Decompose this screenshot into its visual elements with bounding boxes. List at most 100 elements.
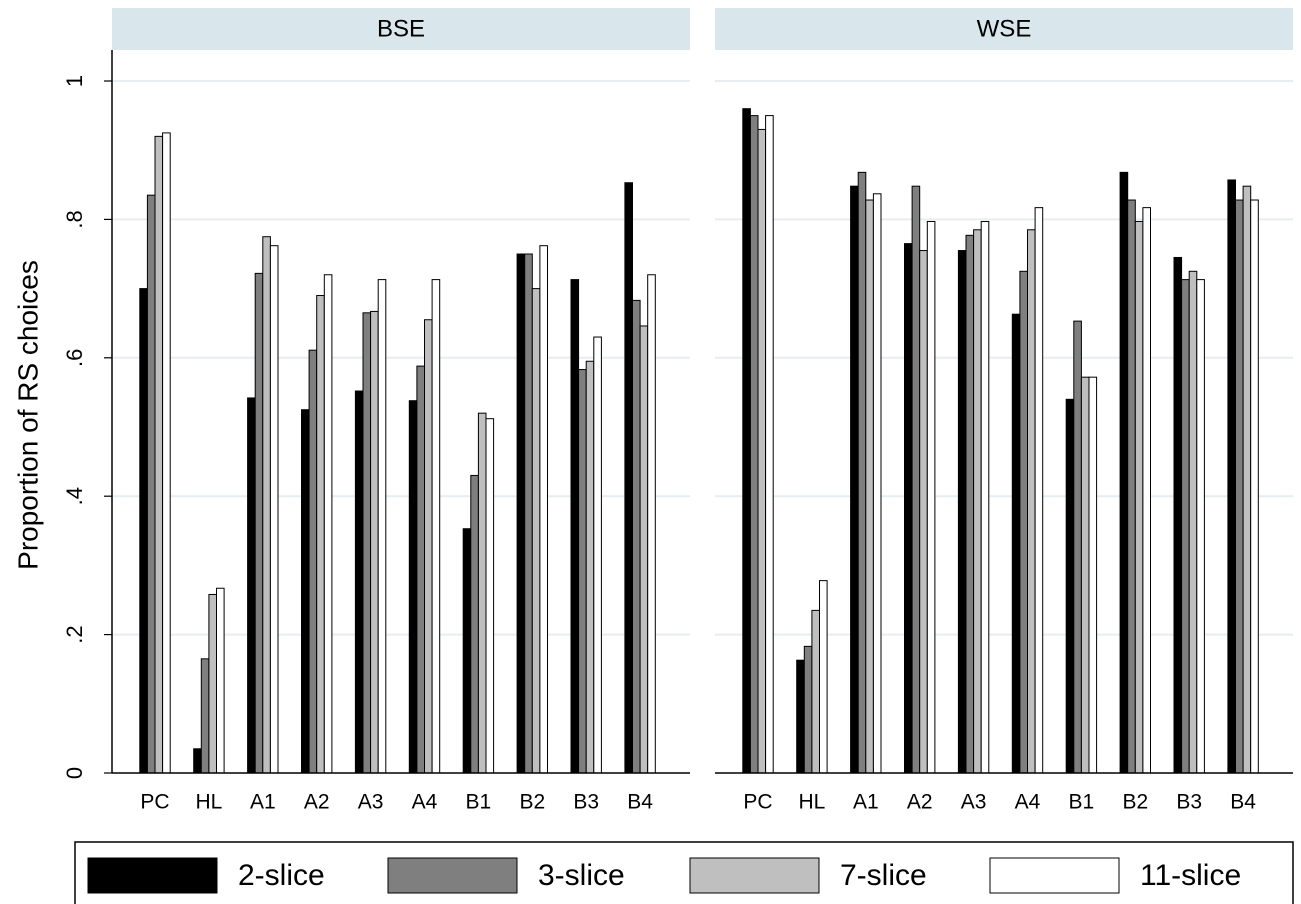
x-tick-label: HL: [798, 791, 825, 814]
x-tick-label: B2: [1122, 791, 1148, 814]
bar: [154, 135, 164, 774]
bar: [1034, 207, 1044, 774]
legend-label: 7-slice: [840, 859, 927, 892]
x-tick-label: A3: [358, 791, 384, 814]
bar: [857, 171, 867, 774]
bar: [516, 253, 526, 774]
x-tick-label: A4: [412, 791, 438, 814]
legend-swatch: [387, 857, 518, 894]
bar: [1080, 376, 1090, 774]
bar: [208, 593, 217, 774]
bar: [470, 474, 479, 774]
bar: [965, 234, 975, 774]
bar: [872, 193, 882, 774]
bar: [904, 243, 913, 774]
bar: [911, 185, 921, 774]
x-tick-label: B4: [1230, 791, 1256, 814]
bar: [811, 609, 821, 774]
bar: [742, 108, 751, 774]
bar: [1127, 199, 1136, 774]
bar: [1119, 171, 1129, 774]
panel-header: [715, 8, 1293, 50]
bar: [1134, 220, 1144, 774]
bar: [749, 115, 759, 774]
x-tick-label: A2: [304, 791, 330, 814]
bar: [1088, 376, 1098, 774]
bar: [262, 236, 271, 774]
bar: [850, 185, 859, 774]
bar: [1181, 279, 1190, 774]
bar: [578, 369, 587, 774]
y-axis-label: Proportion of RS choices: [12, 260, 43, 570]
bar: [1142, 207, 1152, 774]
bar: [416, 365, 425, 774]
bar: [765, 115, 774, 774]
bar: [1027, 229, 1036, 774]
bar: [431, 279, 441, 774]
bar: [1235, 199, 1244, 774]
y-tick-label: .2: [62, 625, 87, 643]
bar: [585, 360, 595, 774]
bar: [1019, 270, 1029, 774]
panel-title: BSE: [377, 15, 425, 42]
bar: [639, 325, 649, 774]
bar: [377, 279, 387, 774]
x-tick-label: A1: [853, 791, 879, 814]
x-tick-label: B1: [466, 791, 492, 814]
bar: [865, 199, 874, 774]
bar: [162, 132, 171, 774]
x-tick-label: B3: [1176, 791, 1202, 814]
y-tick-label: 0: [62, 767, 87, 779]
bar: [1011, 313, 1021, 774]
bar: [216, 587, 225, 774]
bar: [1250, 199, 1259, 774]
bar: [957, 250, 967, 774]
bar: [757, 128, 767, 774]
bar: [819, 580, 828, 774]
bar: [146, 194, 156, 774]
bar: [193, 748, 202, 774]
x-tick-label: HL: [195, 791, 222, 814]
bar: [1073, 320, 1082, 774]
x-tick-label: B1: [1069, 791, 1095, 814]
x-tick-label: A4: [1015, 791, 1041, 814]
bar: [354, 390, 364, 774]
y-tick-label: .6: [62, 349, 87, 367]
bar: [269, 245, 279, 774]
bar: [1188, 270, 1198, 774]
bar: [926, 220, 936, 774]
x-tick-label: B2: [519, 791, 545, 814]
bar: [308, 349, 318, 774]
bar: [803, 645, 813, 774]
bar: [254, 272, 264, 774]
bar: [980, 220, 990, 774]
bar: [301, 409, 310, 774]
panel-header: [112, 8, 690, 50]
bar: [1242, 185, 1252, 774]
legend-swatch: [87, 857, 218, 894]
x-tick-label: B4: [627, 791, 653, 814]
bar: [424, 319, 433, 774]
bar: [362, 312, 372, 774]
y-tick-label: .4: [62, 487, 87, 505]
y-tick-label: 1: [62, 75, 87, 87]
bar: [1196, 279, 1205, 774]
x-tick-label: PC: [743, 791, 772, 814]
bar: [1065, 398, 1075, 774]
legend-label: 11-slice: [1140, 859, 1241, 892]
bar: [139, 288, 148, 774]
bar: [477, 412, 487, 774]
bar: [323, 274, 333, 774]
bar: [247, 397, 256, 774]
x-tick-label: A3: [961, 791, 987, 814]
bar: [632, 299, 641, 774]
legend-label: 3-slice: [538, 859, 625, 892]
bar: [593, 336, 602, 774]
x-tick-label: B3: [573, 791, 599, 814]
bar: [919, 250, 928, 774]
bar: [570, 279, 580, 774]
bar: [624, 182, 634, 774]
legend-swatch: [689, 857, 820, 894]
bar: [1173, 256, 1183, 774]
